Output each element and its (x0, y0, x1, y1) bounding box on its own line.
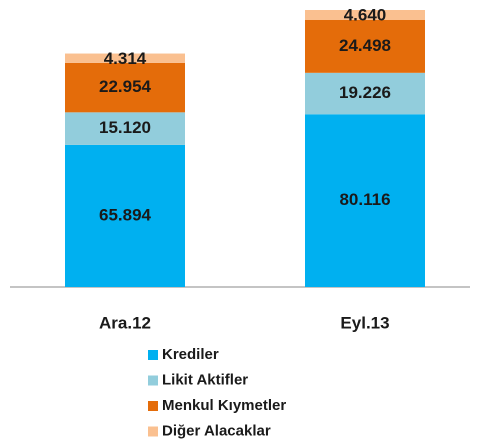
x-tick-label: Eyl.13 (340, 313, 389, 332)
data-label: 4.640 (344, 5, 387, 24)
bar-segment (305, 72, 425, 115)
bar-segment (305, 114, 425, 287)
x-tick-label: Ara.12 (99, 313, 151, 332)
data-label: 24.498 (339, 36, 391, 55)
legend-label: Krediler (162, 346, 219, 363)
legend-label: Menkul Kıymetler (162, 397, 286, 414)
legend-swatch (148, 350, 158, 360)
data-label: 80.116 (339, 190, 390, 209)
bar-segment (305, 10, 425, 21)
bar-segment (65, 112, 185, 145)
legend-swatch (148, 401, 158, 411)
data-label: 15.120 (99, 118, 151, 137)
bar-segment (65, 144, 185, 287)
data-label: 22.954 (99, 77, 152, 96)
legend-label: Diğer Alacaklar (162, 422, 271, 439)
data-label: 4.314 (104, 49, 147, 68)
legend-swatch (148, 375, 158, 386)
data-label: 65.894 (99, 205, 152, 224)
bar-segment (305, 20, 425, 73)
bar-segment (65, 53, 185, 63)
data-label: 19.226 (339, 83, 391, 102)
legend-swatch (148, 426, 158, 437)
legend-label: Likit Aktifler (162, 371, 248, 388)
bar-segment (65, 62, 185, 113)
